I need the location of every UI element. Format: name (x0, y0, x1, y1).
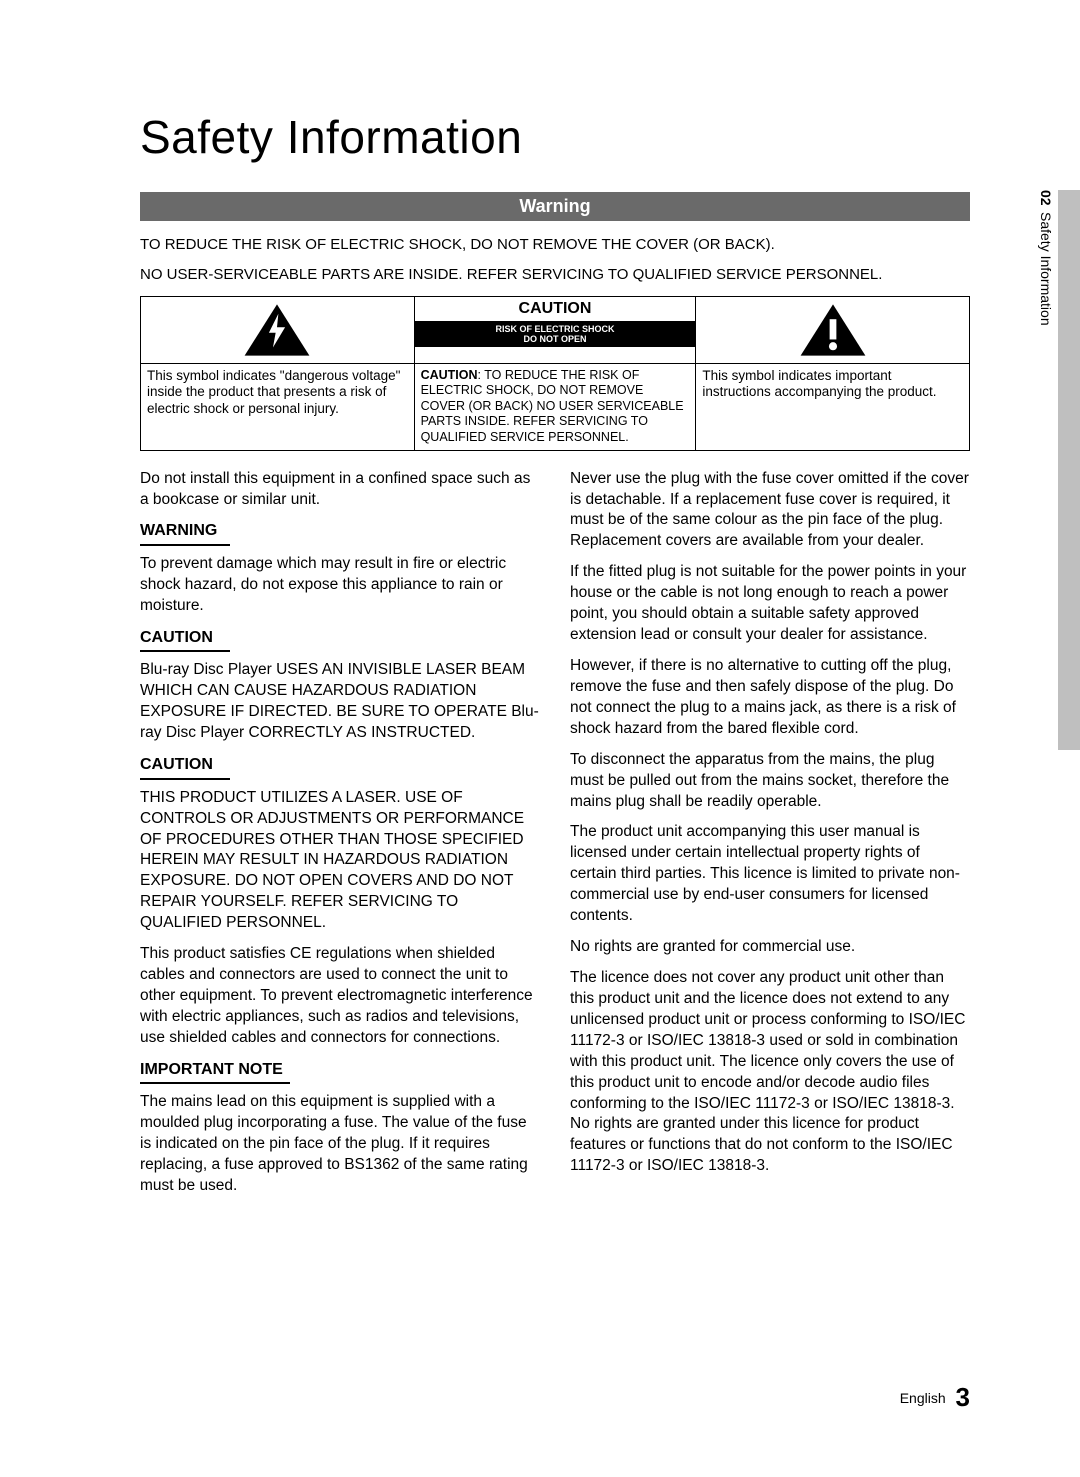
caution-sub: RISK OF ELECTRIC SHOCK DO NOT OPEN (415, 321, 696, 348)
caution-header: CAUTION (415, 297, 696, 321)
body-p13: The licence does not cover any product u… (570, 968, 970, 1177)
exclamation-symbol-text: This symbol indicates important instruct… (696, 363, 970, 450)
body-h-important-note: IMPORTANT NOTE (140, 1059, 540, 1081)
caution-label-text: CAUTION: TO REDUCE THE RISK OF ELECTRIC … (414, 363, 696, 450)
body-p5: This product satisfies CE regulations wh… (140, 944, 540, 1049)
body-p12: No rights are granted for commercial use… (570, 937, 970, 958)
voltage-symbol-text: This symbol indicates "dangerous voltage… (141, 363, 415, 450)
caution-sub-line1: RISK OF ELECTRIC SHOCK (495, 324, 614, 334)
body-h-warning: WARNING (140, 520, 540, 542)
body-p11: The product unit accompanying this user … (570, 822, 970, 927)
side-tab-label: Safety Information (1038, 212, 1054, 326)
footer-page-number: 3 (956, 1382, 970, 1412)
caution-text-prefix: CAUTION (421, 368, 478, 382)
caution-label-cell: CAUTION RISK OF ELECTRIC SHOCK DO NOT OP… (414, 296, 696, 363)
body-h-caution2: CAUTION (140, 754, 540, 776)
exclamation-triangle-icon (798, 303, 868, 357)
heading-rule (140, 1082, 290, 1084)
body-h-caution1: CAUTION (140, 627, 540, 649)
voltage-symbol-cell (141, 296, 415, 363)
lightning-triangle-icon (242, 303, 312, 357)
intro-text-2: NO USER-SERVICEABLE PARTS ARE INSIDE. RE… (140, 265, 970, 285)
body-columns: Do not install this equipment in a confi… (140, 469, 970, 1197)
side-tab-num: 02 (1038, 190, 1054, 206)
body-p6: The mains lead on this equipment is supp… (140, 1092, 540, 1197)
body-p3: Blu-ray Disc Player USES AN INVISIBLE LA… (140, 660, 540, 744)
side-tab: 02 Safety Information (1038, 190, 1054, 325)
caution-sub-line2: DO NOT OPEN (523, 334, 586, 344)
page-title: Safety Information (140, 110, 970, 164)
heading-rule (140, 544, 230, 546)
exclamation-symbol-cell (696, 296, 970, 363)
side-tab-bar (1058, 190, 1080, 750)
warning-section-bar: Warning (140, 192, 970, 221)
body-p10: To disconnect the apparatus from the mai… (570, 750, 970, 813)
manual-page: Safety Information Warning TO REDUCE THE… (0, 0, 1080, 1477)
caution-symbol-table: CAUTION RISK OF ELECTRIC SHOCK DO NOT OP… (140, 296, 970, 451)
body-p8: If the fitted plug is not suitable for t… (570, 562, 970, 646)
heading-rule (140, 778, 230, 780)
intro-text-1: TO REDUCE THE RISK OF ELECTRIC SHOCK, DO… (140, 235, 970, 255)
body-p9: However, if there is no alternative to c… (570, 656, 970, 740)
page-footer: English 3 (900, 1382, 970, 1413)
body-p7: Never use the plug with the fuse cover o… (570, 469, 970, 553)
heading-rule (140, 650, 230, 652)
body-p1: Do not install this equipment in a confi… (140, 469, 540, 511)
body-p2: To prevent damage which may result in fi… (140, 554, 540, 617)
footer-language: English (900, 1390, 946, 1406)
body-p4: THIS PRODUCT UTILIZES A LASER. USE OF CO… (140, 788, 540, 934)
